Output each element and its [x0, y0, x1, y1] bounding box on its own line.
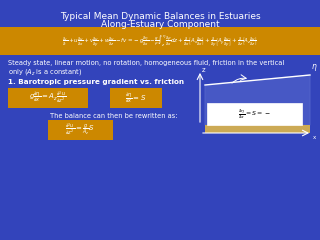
Text: $\eta$: $\eta$	[311, 62, 317, 73]
Text: $\frac{\partial \eta}{\partial x} = S = -$: $\frac{\partial \eta}{\partial x} = S = …	[237, 107, 270, 121]
Text: Typical Mean Dynamic Balances in Estuaries: Typical Mean Dynamic Balances in Estuari…	[60, 12, 260, 21]
Bar	[110, 88, 162, 108]
Polygon shape	[205, 75, 310, 125]
Bar	[205, 125, 310, 133]
Text: only ($A_z$ is a constant): only ($A_z$ is a constant)	[8, 67, 82, 77]
Text: $\frac{\partial^2 u}{\partial z^2} = \frac{g}{A_z}S$: $\frac{\partial^2 u}{\partial z^2} = \fr…	[65, 122, 95, 138]
Text: $g\frac{\partial \eta}{\partial x} = A_z\frac{\partial^2 u}{\partial z^2}$: $g\frac{\partial \eta}{\partial x} = A_z…	[29, 90, 67, 106]
Text: $\frac{\partial \eta}{\partial x} = S$: $\frac{\partial \eta}{\partial x} = S$	[125, 91, 147, 105]
Bar	[0, 27, 320, 55]
Bar	[207, 103, 302, 125]
Bar	[48, 120, 113, 140]
Text: The balance can then be rewritten as:: The balance can then be rewritten as:	[50, 113, 178, 119]
Text: $\frac{\partial u}{\partial t} + u\frac{\partial u}{\partial x} + v\frac{\partia: $\frac{\partial u}{\partial t} + u\frac{…	[62, 33, 258, 49]
Text: x: x	[313, 135, 316, 140]
Text: Along-Estuary Component: Along-Estuary Component	[101, 20, 219, 29]
Bar	[8, 88, 88, 108]
Text: z: z	[202, 67, 206, 73]
Text: Steady state, linear motion, no rotation, homogeneous fluid, friction in the ver: Steady state, linear motion, no rotation…	[8, 60, 284, 66]
Text: 1. Barotropic pressure gradient vs. friction: 1. Barotropic pressure gradient vs. fric…	[8, 79, 184, 85]
